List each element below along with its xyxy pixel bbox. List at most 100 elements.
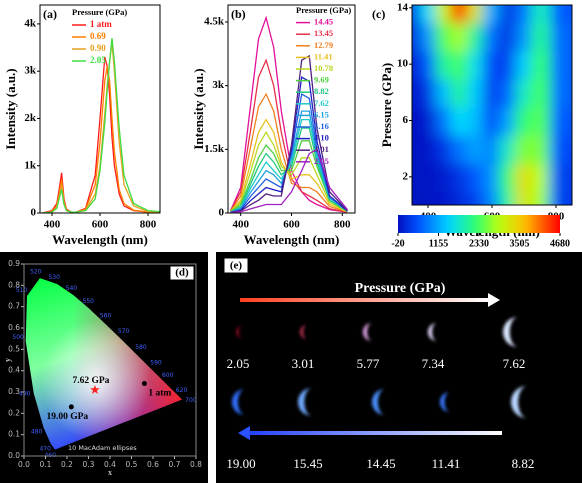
point-label: 1 atm <box>148 389 171 399</box>
contour-field <box>412 5 572 205</box>
series-line <box>230 140 348 213</box>
plot-frame <box>23 263 197 457</box>
contour-cell <box>435 77 453 108</box>
contour-cell <box>515 133 533 164</box>
legend-title: Pressure (GPa) <box>296 5 351 15</box>
x-tick-label: 0.4 <box>104 460 116 469</box>
legend-title: Pressure (GPa) <box>72 7 127 17</box>
x-tick-label: 600 <box>283 218 300 230</box>
arrow-head <box>238 426 250 440</box>
y-axis-label: y <box>3 358 12 362</box>
pressure-label: 11.41 <box>432 456 461 471</box>
x-axis-label: x <box>108 468 112 477</box>
locus-label: 520 <box>30 268 42 275</box>
contour-cell <box>435 105 453 136</box>
contour-cell <box>515 189 533 205</box>
contour-cell <box>483 161 501 192</box>
legend-label: 7.62 <box>314 98 329 108</box>
series-line <box>230 131 348 213</box>
locus-label: 560 <box>100 312 112 319</box>
contour-cell <box>499 161 517 192</box>
contour-cell <box>499 189 517 205</box>
y-tick-label: 0.6 <box>8 323 20 332</box>
series-line <box>42 66 161 214</box>
series-line <box>230 76 348 214</box>
contour-cell <box>435 189 453 205</box>
y-tick-label: 0.9 <box>8 259 20 268</box>
x-tick-label: 0.5 <box>126 460 138 469</box>
y-axis-label: Intensity (a.u.) <box>3 68 18 149</box>
contour-cell <box>419 161 437 192</box>
pressure-label: 14.45 <box>366 456 395 471</box>
contour-cell <box>412 77 421 108</box>
colorbar <box>398 215 560 233</box>
y-tick-label: 6 <box>403 114 409 126</box>
x-tick-label: 0.7 <box>169 460 181 469</box>
contour-cell <box>499 133 517 164</box>
y-tick-label: 0.8 <box>8 280 20 289</box>
contour-cell <box>499 20 517 52</box>
panel-label: (b) <box>231 7 246 21</box>
contour-cell <box>451 49 469 80</box>
contour-cell <box>412 20 421 52</box>
x-tick-label: 0.3 <box>83 460 95 469</box>
pressure-label: 7.62 <box>503 356 526 371</box>
legend-label: 0.69 <box>90 31 106 41</box>
contour-cell <box>435 133 453 164</box>
locus-label: 700 <box>185 397 197 404</box>
contour-cell <box>435 5 453 23</box>
x-tick-label: 400 <box>44 218 61 230</box>
contour-cell <box>412 105 421 136</box>
contour-cell <box>419 20 437 52</box>
contour-cell <box>467 5 485 23</box>
panel-label: (c) <box>372 7 385 21</box>
contour-cell <box>451 105 469 136</box>
contour-cell <box>451 189 469 205</box>
locus-label: 470 <box>39 446 51 453</box>
series-line <box>230 118 348 213</box>
pressure-label: 5.77 <box>357 356 380 371</box>
contour-cell <box>515 5 533 23</box>
series-line <box>230 148 348 214</box>
contour-cell <box>467 49 485 80</box>
contour-cell <box>435 161 453 192</box>
x-tick-label: 800 <box>140 218 157 230</box>
locus-label: 480 <box>31 429 43 436</box>
locus-label: 590 <box>150 360 162 367</box>
contour-cell <box>531 5 549 23</box>
x-tick-label: 0.2 <box>61 460 73 469</box>
legend-label: 11.41 <box>314 51 333 61</box>
contour-cell <box>483 133 501 164</box>
legend-label: 8.82 <box>314 86 329 96</box>
legend-label: 5.16 <box>314 121 329 131</box>
sample-image <box>300 325 307 339</box>
y-tick-label: 0.2 <box>8 408 20 417</box>
colorbar-tick-label: 1155 <box>429 238 448 249</box>
y-tick-label: 0.4 <box>8 366 20 375</box>
pressure-label: 15.45 <box>293 456 322 471</box>
point-label: 7.62 GPa <box>72 376 109 386</box>
contour-cell <box>412 133 421 164</box>
x-tick-label: 400 <box>232 218 249 230</box>
contour-cell <box>531 189 549 205</box>
series-line <box>42 42 161 214</box>
panel-label: (d) <box>175 267 189 279</box>
contour-cell <box>412 5 421 23</box>
contour-cell <box>551 105 572 136</box>
x-tick-label: 0.0 <box>18 460 30 469</box>
contour-cell <box>531 20 549 52</box>
locus-label: 570 <box>118 328 130 335</box>
colorbar-tick-label: 4680 <box>550 238 570 249</box>
series-line <box>42 56 161 214</box>
locus-label: 510 <box>16 287 28 294</box>
contour-clip <box>412 5 572 205</box>
sample-image <box>511 386 527 418</box>
y-tick-label: 0.7 <box>8 302 20 311</box>
locus-label: 600 <box>162 372 174 379</box>
sample-image <box>298 388 312 416</box>
legend-label: 0.90 <box>90 43 106 53</box>
x-axis-label: Wavelength (nm) <box>244 232 340 247</box>
contour-cell <box>483 49 501 80</box>
point <box>141 380 147 386</box>
x-tick-label: 0.6 <box>147 460 159 469</box>
